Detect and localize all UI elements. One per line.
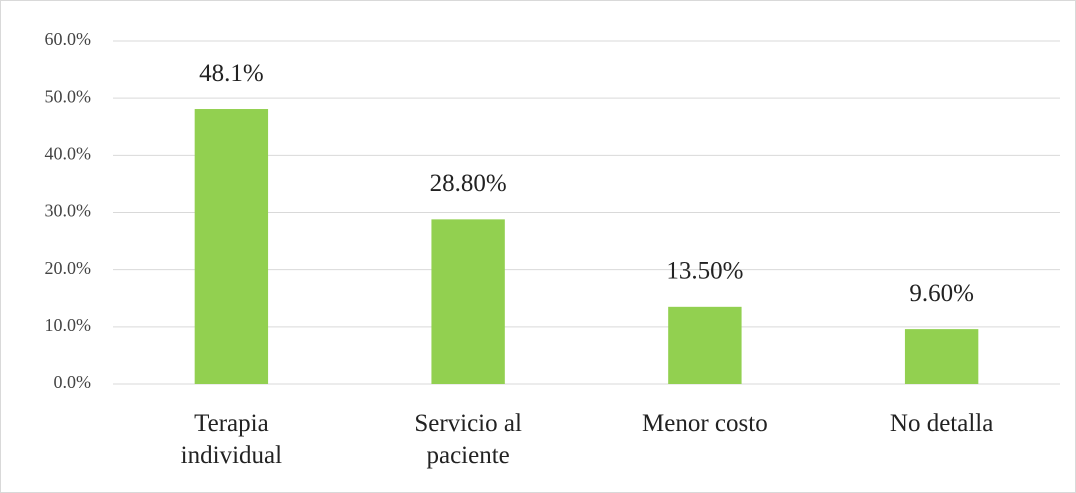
data-label: 48.1% (199, 60, 264, 87)
bar (668, 306, 742, 384)
y-tick-label: 0.0% (54, 372, 92, 392)
bar (194, 109, 269, 385)
y-tick-label: 30.0% (45, 201, 92, 221)
data-label: 28.80% (430, 170, 507, 197)
x-tick-label: No detalla (889, 410, 994, 437)
y-tick-label: 10.0% (45, 315, 92, 335)
x-tick-label: Menor costo (642, 410, 768, 437)
data-label: 9.60% (909, 280, 974, 307)
data-label: 13.50% (666, 258, 743, 285)
y-tick-label: 50.0% (45, 86, 92, 106)
x-tick-label: Servicio al paciente (414, 410, 522, 469)
bar (904, 329, 979, 384)
y-tick-label: 60.0% (45, 29, 92, 49)
x-tick-label: Terapia individual (180, 410, 283, 469)
bar (431, 219, 505, 384)
y-tick-label: 20.0% (45, 258, 92, 278)
y-tick-label: 40.0% (45, 143, 92, 163)
